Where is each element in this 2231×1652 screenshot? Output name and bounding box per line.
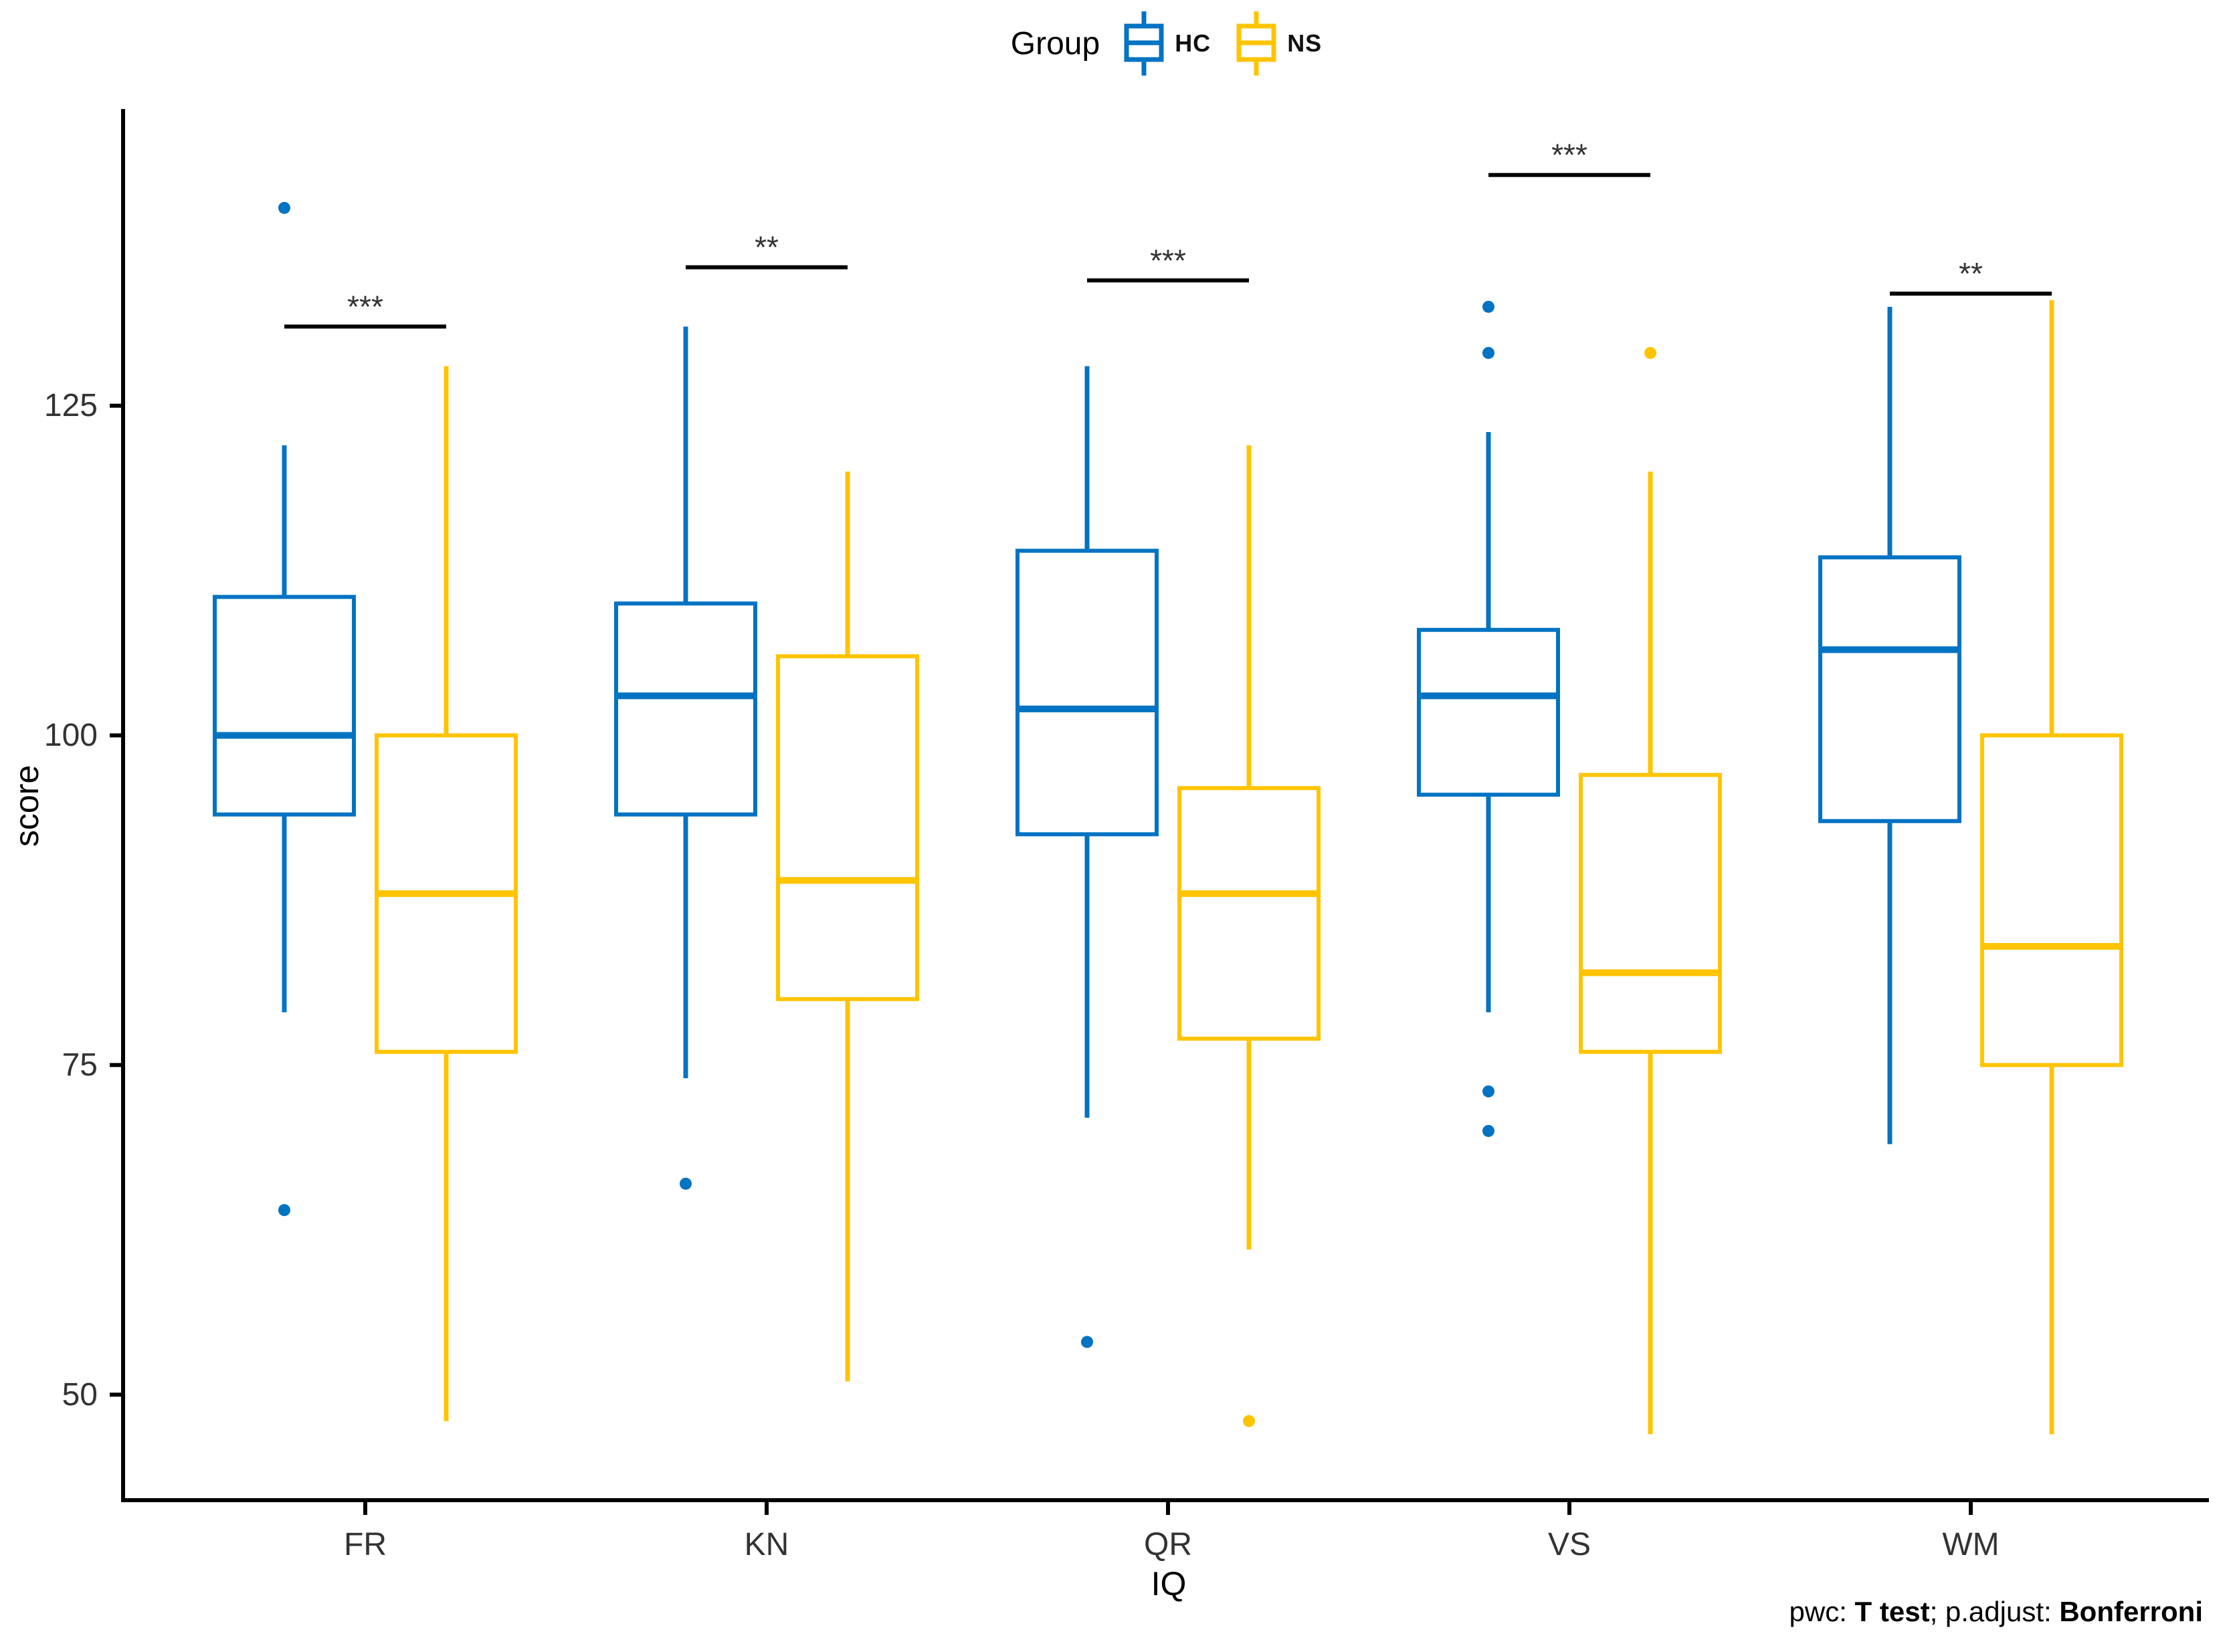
caption-separator: ; p.adjust:: [1929, 1596, 2060, 1627]
y-tick-label-50: 50: [62, 1377, 98, 1413]
y-tick-label-100: 100: [44, 718, 98, 753]
outlier-VS-HC-1: [1482, 346, 1494, 359]
outlier-KN-HC-0: [680, 1177, 692, 1190]
sig-label-FR: ***: [347, 289, 383, 324]
sig-label-QR: ***: [1150, 243, 1186, 278]
legend: Group HC NS: [51, 7, 2231, 80]
outlier-VS-HC-3: [1482, 1124, 1494, 1137]
boxplot-key-icon: [1124, 11, 1164, 76]
sig-label-VS: ***: [1551, 138, 1587, 173]
legend-item-NS: NS: [1235, 10, 1322, 77]
box-FR-HC: [213, 595, 356, 817]
caption-prefix: pwc:: [1789, 1596, 1855, 1627]
outlier-QR-NS-0: [1243, 1415, 1255, 1427]
y-tick-label-75: 75: [62, 1047, 98, 1083]
box-KN-HC: [614, 601, 757, 817]
box-QR-HC: [1015, 548, 1159, 837]
box-QR-NS: [1177, 786, 1321, 1041]
outlier-FR-HC-0: [278, 201, 290, 214]
box-VS-HC: [1417, 627, 1560, 797]
sig-label-WM: **: [1959, 256, 1983, 291]
box-WM-NS: [1980, 733, 2123, 1067]
caption-method: T test: [1854, 1596, 1930, 1627]
box-KN-NS: [776, 654, 919, 1001]
y-tick-label-125: 125: [44, 388, 98, 423]
x-tick-label-QR: QR: [1144, 1527, 1192, 1562]
legend-item-HC: HC: [1123, 10, 1211, 77]
box-VS-NS: [1579, 772, 1722, 1054]
caption: pwc: T test; p.adjust: Bonferroni: [1789, 1596, 2203, 1628]
box-WM-HC: [1818, 555, 1961, 823]
x-tick-label-WM: WM: [1942, 1527, 1999, 1562]
legend-label: HC: [1175, 29, 1211, 57]
boxplot-key-icon: [1236, 11, 1276, 76]
sig-label-KN: **: [755, 230, 779, 265]
legend-label: NS: [1287, 29, 1323, 57]
y-axis-title: score: [8, 764, 45, 847]
x-tick-label-KN: KN: [745, 1527, 789, 1562]
legend-title: Group: [1010, 25, 1100, 62]
x-axis-title: IQ: [1151, 1565, 1187, 1603]
x-tick-label-FR: FR: [344, 1527, 387, 1562]
legend-items: HC NS: [1123, 10, 1322, 77]
outlier-VS-HC-0: [1482, 300, 1494, 313]
x-tick-label-VS: VS: [1548, 1527, 1591, 1562]
outlier-VS-HC-2: [1482, 1085, 1494, 1098]
outlier-VS-NS-0: [1644, 346, 1656, 359]
outlier-FR-HC-1: [278, 1204, 290, 1217]
caption-adjustment: Bonferroni: [2059, 1596, 2203, 1627]
outlier-QR-HC-0: [1081, 1336, 1093, 1348]
